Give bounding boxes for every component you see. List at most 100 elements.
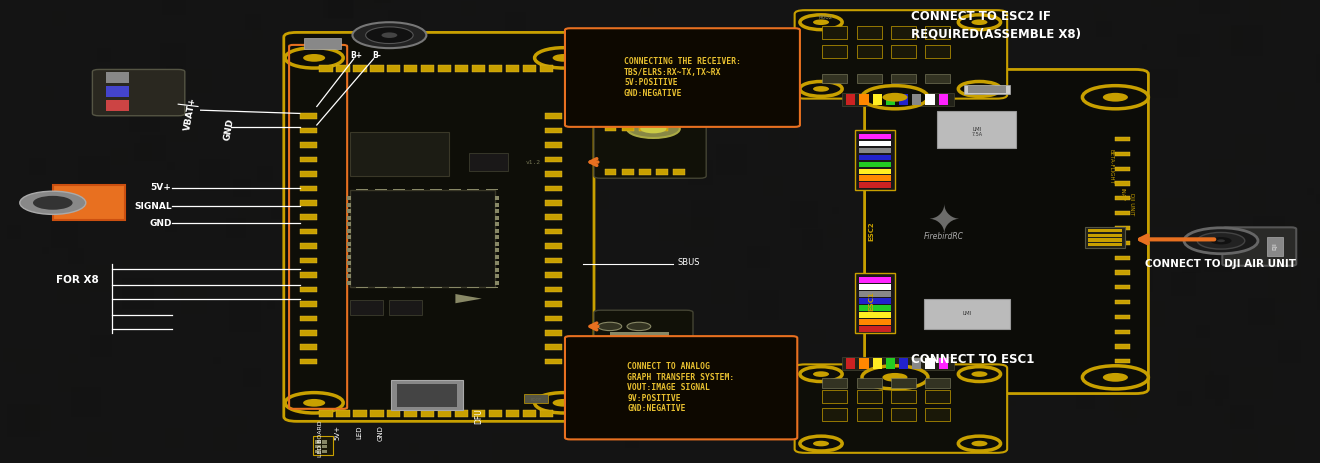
Bar [536,188,552,205]
Bar [859,291,891,297]
Bar [925,358,935,369]
Bar [466,57,486,78]
Bar [267,301,275,309]
Bar [855,273,895,333]
Bar [347,196,351,200]
Bar [748,150,763,164]
Bar [739,190,771,221]
Bar [810,160,816,165]
Bar [1154,432,1181,461]
Bar [1139,85,1148,94]
Bar [1097,21,1113,38]
Bar [854,292,875,313]
Bar [219,143,224,149]
Bar [1218,41,1234,57]
Bar [387,3,409,25]
FancyBboxPatch shape [594,123,706,178]
Text: VBAT+: VBAT+ [183,96,198,131]
Bar [356,189,368,190]
Bar [421,410,434,417]
Bar [304,19,333,48]
Bar [895,261,919,285]
Circle shape [813,441,829,446]
Bar [589,271,599,282]
Bar [958,328,985,355]
Bar [1280,41,1302,62]
Bar [1139,205,1162,227]
Bar [414,386,436,407]
Bar [73,365,82,374]
Bar [1115,181,1130,186]
Bar [830,301,845,316]
Bar [545,142,562,148]
Bar [169,31,180,41]
Circle shape [800,367,842,382]
Bar [739,322,771,354]
Bar [141,53,172,84]
Bar [1115,300,1130,304]
Bar [1288,125,1320,157]
Bar [814,430,826,442]
Bar [859,169,891,174]
Bar [1065,43,1097,75]
Bar [1217,13,1230,26]
Bar [520,348,549,378]
Bar [929,109,957,138]
Bar [454,386,479,411]
Bar [656,222,680,245]
Bar [807,301,840,333]
FancyBboxPatch shape [594,310,693,343]
Bar [1249,438,1262,452]
Bar [544,29,550,36]
Bar [220,153,227,159]
Circle shape [627,322,651,331]
Bar [1284,132,1292,141]
Bar [859,319,891,325]
Bar [1077,335,1088,345]
Bar [1115,152,1130,156]
Circle shape [972,19,987,25]
Bar [334,381,351,398]
Bar [267,335,279,345]
Bar [61,430,77,446]
Bar [1022,274,1032,286]
Bar [433,417,440,423]
Bar [438,65,451,72]
Bar [88,240,116,267]
Bar [1076,389,1096,408]
Bar [438,266,461,288]
Bar [1267,217,1286,235]
Bar [1115,241,1130,245]
Bar [899,94,908,105]
Bar [300,301,317,307]
Bar [1027,299,1057,329]
Bar [622,242,645,267]
Bar [8,80,33,106]
Bar [462,1,477,16]
Bar [438,410,451,417]
Bar [1154,148,1163,156]
Bar [444,220,449,225]
Bar [257,166,273,182]
Bar [1177,34,1200,57]
Bar [1220,25,1243,50]
Bar [768,167,787,185]
Bar [491,162,523,194]
Bar [1208,82,1218,92]
Bar [347,216,351,220]
Bar [252,28,263,40]
Circle shape [1082,86,1148,109]
Bar [348,74,360,85]
Bar [1236,134,1266,165]
Bar [265,407,293,435]
Bar [1309,322,1320,340]
Bar [979,286,1002,309]
Bar [232,40,260,66]
Bar [579,70,590,81]
Bar [1123,262,1154,292]
Bar [48,361,61,374]
Bar [156,302,169,315]
Bar [24,50,36,62]
Bar [766,181,788,205]
Bar [513,336,524,346]
